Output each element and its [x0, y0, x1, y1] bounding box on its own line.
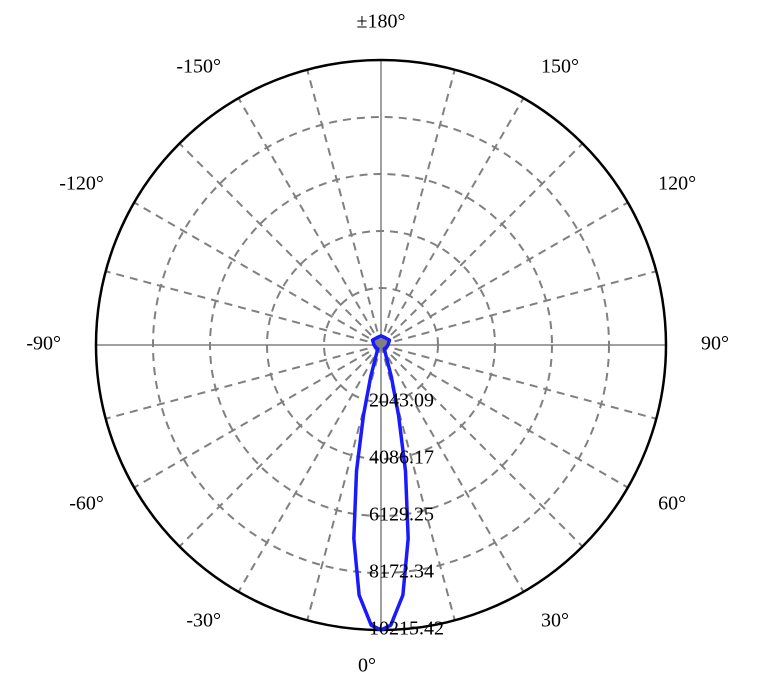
grid-ray [307, 70, 381, 345]
grid-ray [381, 271, 656, 345]
grid-ray [381, 143, 583, 345]
grid-ray [106, 271, 381, 345]
angle-tick-label: 0° [358, 655, 376, 677]
grid-ray [179, 143, 381, 345]
angle-tick-label: 150° [541, 55, 579, 77]
grid-ray [381, 70, 455, 345]
radial-tick-label: 4086.17 [369, 447, 434, 469]
grid-ray [134, 203, 381, 346]
angle-tick-label: -120° [59, 173, 104, 195]
angle-tick-label: ±180° [357, 11, 406, 33]
angle-tick-label: -30° [186, 610, 221, 632]
grid-ray [239, 98, 382, 345]
angle-tick-label: -150° [176, 55, 221, 77]
grid-ray [179, 345, 381, 547]
radial-tick-label: 10215.42 [369, 618, 444, 640]
angle-tick-label: 90° [701, 333, 729, 355]
grid-ray [134, 345, 381, 488]
angle-tick-label: -90° [26, 333, 61, 355]
angle-tick-label: 60° [658, 493, 686, 515]
angle-tick-label: -60° [69, 493, 104, 515]
radial-tick-label: 8172.34 [369, 561, 434, 583]
radial-tick-label: 6129.25 [369, 504, 434, 526]
angle-tick-label: 30° [541, 610, 569, 632]
grid-ray [381, 98, 524, 345]
grid-ray [381, 203, 628, 346]
grid-ray [239, 345, 382, 592]
grid-ray [106, 345, 381, 419]
polar-chart: ±180° -150° -120° -90° -60° -30° 0° 30° 60° 90° 12… [0, 0, 763, 690]
radial-tick-label: 2043.09 [369, 390, 434, 412]
angle-tick-label: 120° [658, 173, 696, 195]
